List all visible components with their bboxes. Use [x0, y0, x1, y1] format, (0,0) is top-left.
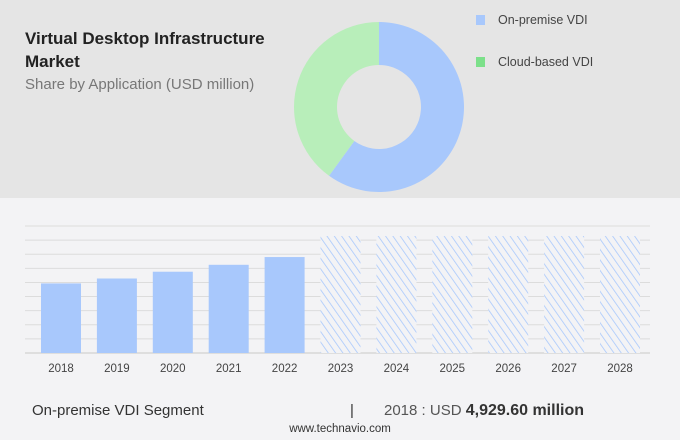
legend-swatch	[476, 15, 485, 25]
donut-slice	[293, 22, 379, 176]
forecast-bar	[600, 236, 640, 353]
footer-value: 2018 : USD 4,929.60 million	[384, 402, 584, 420]
forecast-bar	[320, 236, 361, 353]
footer-amount: 4,929.60 million	[465, 402, 584, 419]
x-tick-label: 2021	[216, 363, 242, 375]
footer-separator: |	[350, 402, 354, 419]
bar	[264, 257, 305, 353]
legend-label: On-premise VDI	[498, 13, 588, 27]
x-tick-label: 2023	[328, 363, 354, 375]
x-tick-label: 2022	[272, 363, 298, 375]
bar	[96, 278, 137, 353]
x-tick-label: 2024	[384, 363, 410, 375]
x-tick-label: 2018	[48, 363, 74, 375]
x-tick-label: 2027	[551, 363, 577, 375]
forecast-bar	[488, 236, 529, 353]
legend-cloud: Cloud-based VDI	[476, 55, 593, 69]
legend-on-premise: On-premise VDI	[476, 13, 588, 27]
donut-slice	[329, 22, 464, 192]
x-tick-label: 2025	[440, 363, 466, 375]
x-tick-label: 2028	[607, 363, 633, 375]
footer-site: www.technavio.com	[289, 423, 391, 435]
forecast-bar	[432, 236, 473, 353]
x-tick-label: 2026	[495, 363, 521, 375]
bar	[152, 271, 193, 353]
x-tick-label: 2019	[104, 363, 130, 375]
legend-label: Cloud-based VDI	[498, 55, 594, 69]
forecast-bar	[544, 236, 585, 353]
footer-year: 2018 : USD	[384, 402, 466, 419]
footer-segment: On-premise VDI Segment	[32, 402, 204, 419]
bar	[208, 264, 249, 353]
bar	[41, 283, 81, 353]
forecast-bar	[376, 236, 417, 353]
chart-subtitle: Share by Application (USD million)	[25, 76, 255, 93]
chart-title: Virtual Desktop Infrastructure Market	[25, 29, 265, 71]
legend-swatch	[476, 57, 485, 67]
x-tick-label: 2020	[160, 363, 186, 375]
